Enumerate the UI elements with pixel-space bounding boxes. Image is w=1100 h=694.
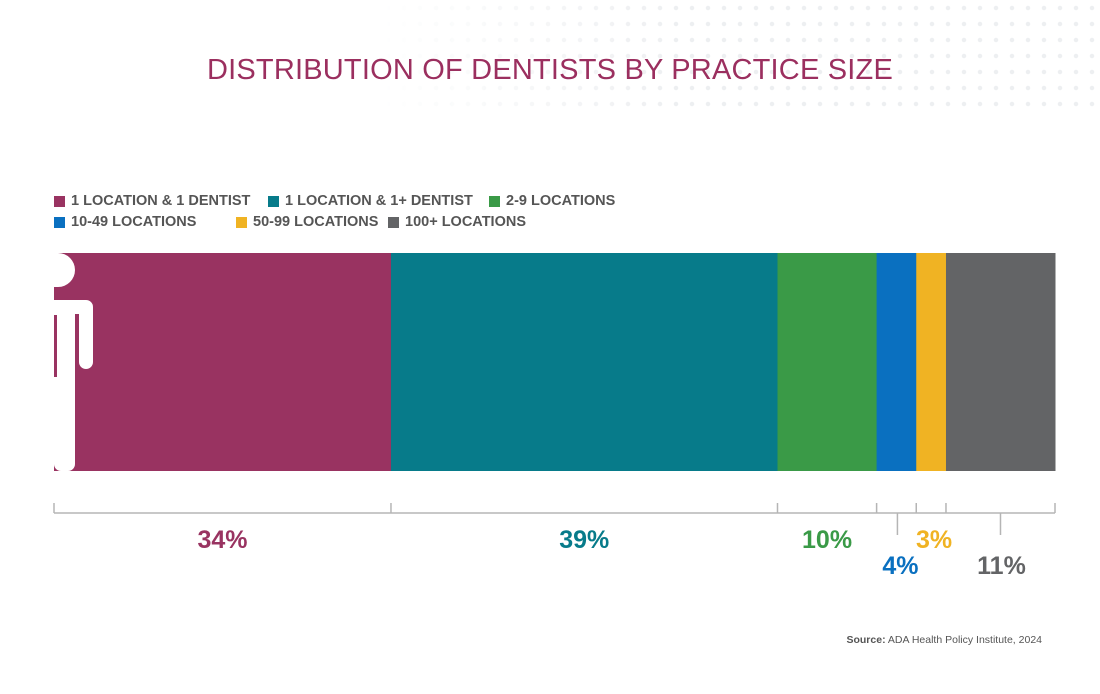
data-label: 3% <box>916 526 952 554</box>
bar-segment <box>390 253 778 471</box>
data-label: 11% <box>977 552 1026 580</box>
legend-label: 1 LOCATION & 1 DENTIST <box>71 193 251 209</box>
legend-item: 50-99 LOCATIONS <box>236 214 378 230</box>
legend-swatch <box>268 195 279 207</box>
source-label: Source: <box>846 634 886 646</box>
data-label: 39% <box>559 526 609 554</box>
bar-segment <box>876 253 917 471</box>
background-dot-pattern <box>380 0 1100 110</box>
legend-label: 2-9 LOCATIONS <box>506 193 616 209</box>
bar-segment <box>916 253 947 471</box>
legend-label: 10-49 LOCATIONS <box>71 214 197 230</box>
legend-swatch <box>54 195 65 207</box>
data-label: 34% <box>197 526 247 554</box>
legend-item: 2-9 LOCATIONS <box>489 193 615 209</box>
chart-title: DISTRIBUTION OF DENTISTS BY PRACTICE SIZ… <box>206 54 894 86</box>
legend-label: 100+ LOCATIONS <box>405 214 526 230</box>
source-text: ADA Health Policy Institute, 2024 <box>887 634 1042 646</box>
bar-segment <box>54 253 392 471</box>
legend-item: 10-49 LOCATIONS <box>54 214 196 230</box>
source-note: Source: ADA Health Policy Institute, 202… <box>846 634 1042 646</box>
legend-swatch <box>489 195 500 207</box>
legend-swatch <box>236 216 247 228</box>
legend-swatch <box>388 216 399 228</box>
legend-label: 1 LOCATION & 1+ DENTIST <box>285 193 473 209</box>
bar-segment <box>945 253 1056 471</box>
legend-item: 1 LOCATION & 1+ DENTIST <box>268 193 473 209</box>
legend-label: 50-99 LOCATIONS <box>253 214 379 230</box>
legend-item: 100+ LOCATIONS <box>388 214 526 230</box>
legend-item: 1 LOCATION & 1 DENTIST <box>54 193 250 209</box>
legend-swatch <box>54 216 65 228</box>
person-icon <box>54 253 93 471</box>
data-label: 10% <box>802 526 852 554</box>
bar-segment <box>777 253 878 471</box>
data-label: 4% <box>882 552 918 580</box>
